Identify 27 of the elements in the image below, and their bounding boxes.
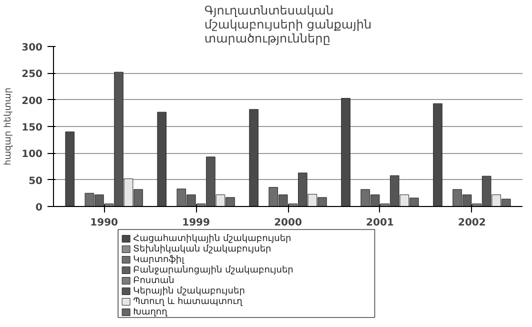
y-tick-label: 150 — [22, 122, 43, 134]
bar — [249, 109, 258, 206]
y-tick-label: 100 — [22, 149, 43, 160]
legend-label: Տեխնիկական մշակաբույսեր — [133, 244, 272, 254]
x-tick-label: 2001 — [366, 218, 394, 228]
legend-label: Բոստան — [133, 276, 174, 286]
legend-label: Կարտոֆիլ — [133, 254, 185, 265]
y-tick-label: 300 — [22, 42, 43, 54]
legend-label: Խաղող — [133, 307, 168, 318]
y-tick-label: 250 — [22, 69, 43, 80]
bar — [157, 112, 166, 206]
bar — [341, 98, 350, 206]
x-tick-label: 2002 — [458, 218, 486, 228]
chart-title: Գյուղատնտեսական մշակաբույսերի ցանքային տարածությունները — [204, 4, 372, 46]
legend-label: Հացահատիկային մշակաբույսեր — [133, 234, 292, 244]
y-tick-label: 200 — [22, 96, 43, 107]
y-tick-label: 50 — [28, 176, 43, 187]
legend-label: Պտուղ և հատապտուղ — [133, 296, 243, 307]
x-tick-label: 1999 — [182, 218, 210, 228]
bar — [65, 132, 75, 206]
y-axis-title: հազար հեկտար — [4, 88, 14, 166]
legend-label: Բանջարանոցային մշակաբույսեր — [133, 265, 294, 276]
legend-label: Կերային մշակաբույսեր — [133, 286, 245, 296]
y-tick-label: 0 — [36, 202, 43, 214]
bar — [433, 103, 442, 206]
x-tick-label: 2000 — [274, 218, 302, 228]
x-tick-label: 1990 — [90, 218, 118, 228]
